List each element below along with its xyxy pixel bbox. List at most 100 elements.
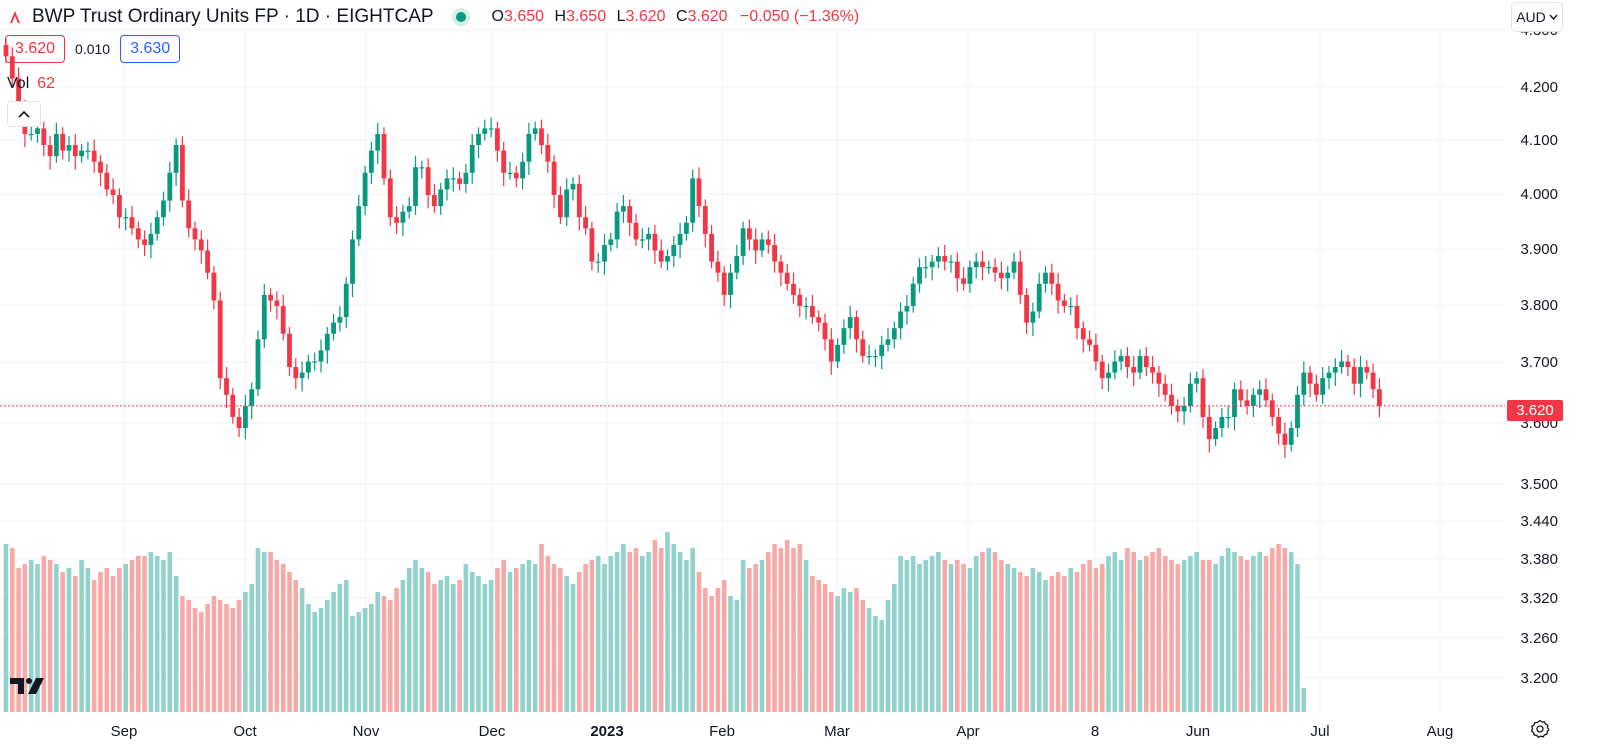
price-axis[interactable]: 4.3004.2004.1004.0003.9003.8003.7003.600… [1520,22,1558,687]
volume-bar [1288,552,1294,712]
price-tick-label: 3.380 [1520,551,1558,568]
candle [1062,293,1067,313]
candle [917,258,922,293]
volume-bar [154,556,160,712]
candle [1345,354,1351,376]
candle [1093,333,1099,371]
candle [898,302,903,340]
ask-price-button[interactable]: 3.630 [120,35,181,63]
tradingview-logo-icon[interactable] [8,675,48,697]
candle [135,221,141,249]
candle [60,127,66,160]
volume-bar [186,600,191,712]
candle [369,141,374,184]
candle [715,250,721,282]
volume-bar [16,568,21,712]
volume-bar [318,608,324,712]
time-tick-label: Mar [824,723,850,740]
close-value: 3.620 [687,8,728,25]
volume-bar [104,568,110,712]
candle [772,233,777,273]
volume-bar [394,588,399,712]
candle [1276,408,1281,445]
volume-bar [293,580,299,712]
volume-bar [703,588,708,712]
time-axis[interactable]: Sep Oct Nov Dec 2023 Feb Mar Apr 8 Jun Jul Aug [111,723,1454,740]
volume-bar [224,604,229,712]
candle [797,288,803,318]
bid-price-button[interactable]: 3.620 [5,35,66,63]
volume-bar [1036,572,1042,712]
candle [753,228,759,264]
candle [835,338,840,369]
volume-bar [1125,548,1130,712]
volume-bar [268,552,273,712]
symbol-title[interactable]: BWP Trust Ordinary Units FP · 1D · EIGHT… [32,6,434,27]
gear-icon[interactable] [1530,719,1550,739]
volume-bar [740,560,746,712]
volume-bar [463,564,469,712]
collapse-legend-button[interactable] [7,101,41,127]
candle [929,254,935,281]
time-tick-label: Jul [1310,723,1329,740]
price-tick-label: 3.320 [1520,590,1558,607]
candle [532,121,538,141]
volume-bar [1188,556,1193,712]
volume-bar [1232,552,1237,712]
volume-value: 62 [37,75,56,92]
volume-bar [1011,568,1017,712]
candle [9,47,15,88]
candle [91,139,97,173]
volume-bar [236,600,242,712]
candle [545,133,551,173]
candle [696,167,702,218]
volume-bar [595,556,601,712]
price-tick-label: 3.200 [1520,670,1558,687]
volume-bar [539,544,544,712]
volume-bar [684,560,689,712]
price-candles [3,38,1382,459]
volume-bar [356,612,362,712]
candle [1377,378,1382,417]
candle [709,224,714,269]
candle [847,306,853,340]
volume-bar [999,560,1004,712]
volume-bar [54,564,59,712]
time-tick-label: Nov [353,723,380,740]
candle [66,136,72,162]
candle [198,230,204,264]
volume-bar [822,584,828,712]
candle [142,230,147,257]
volume-bar [860,600,866,712]
volume-bar [1200,560,1206,712]
volume-bar [1137,560,1143,712]
volume-bar [1005,564,1010,712]
volume-bar [709,596,714,712]
volume-bar [854,588,859,712]
change-value: −0.050 (−1.36%) [740,8,860,25]
candle [507,161,513,180]
candle [274,291,280,320]
volume-bar [476,576,481,712]
candle [980,250,985,281]
high-label: H [554,8,567,25]
candle [570,177,576,201]
volume-bar [438,580,443,712]
volume-bar [791,548,796,712]
candle [1087,330,1092,352]
candle [652,224,658,264]
volume-bar [816,580,821,712]
currency-selector[interactable]: AUD [1511,2,1563,32]
candle [1206,405,1212,453]
candle [784,263,790,291]
candle [1169,383,1174,415]
candle [702,199,708,248]
candle [432,183,437,213]
candle [161,191,166,227]
candle [665,249,670,271]
candle [482,119,488,141]
candle [589,221,595,271]
volume-legend[interactable]: Vol 62 [7,75,55,93]
volume-bar [1207,560,1212,712]
